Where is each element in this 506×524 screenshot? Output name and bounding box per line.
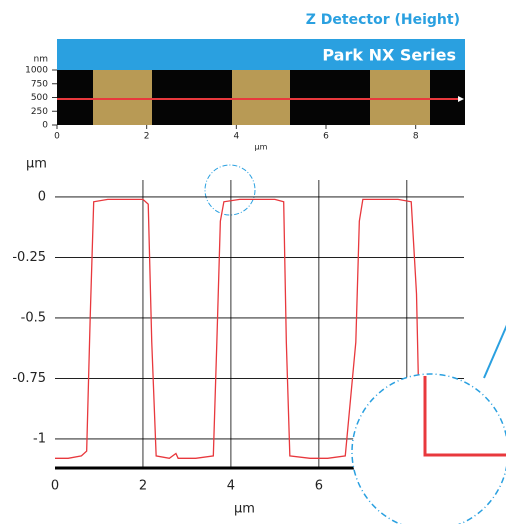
y-tick-label: 0 bbox=[42, 121, 48, 131]
zoom-marker bbox=[205, 165, 255, 215]
y-axis-label: μm bbox=[26, 157, 47, 172]
y-tick-label: -0.75 bbox=[12, 371, 46, 386]
chart: Z Detector (Height) Park NX Series nm025… bbox=[0, 0, 506, 524]
y-tick-label: 750 bbox=[31, 79, 48, 89]
y-tick-label: -0.25 bbox=[12, 250, 46, 265]
x-tick-label: 8 bbox=[413, 132, 419, 142]
y-tick-label: -0.5 bbox=[21, 310, 46, 325]
x-tick-label: 0 bbox=[54, 132, 60, 142]
x-tick-label: 6 bbox=[315, 479, 323, 494]
x-tick-label: 2 bbox=[139, 479, 147, 494]
x-tick-label: 2 bbox=[144, 132, 150, 142]
x-tick-label: 0 bbox=[51, 479, 59, 494]
y-tick-label: 0 bbox=[38, 189, 46, 204]
zoom-inset bbox=[352, 374, 506, 524]
y-tick-label: 1000 bbox=[25, 66, 48, 76]
afm-feature bbox=[93, 70, 152, 125]
x-axis-label: μm bbox=[255, 143, 268, 152]
banner-text: Park NX Series bbox=[322, 46, 456, 65]
image-title: Z Detector (Height) bbox=[306, 12, 460, 28]
page: Z Detector (Height) Park NX Series nm025… bbox=[0, 0, 506, 524]
afm-feature bbox=[370, 70, 430, 125]
afm-feature bbox=[232, 70, 290, 125]
x-axis-label: μm bbox=[234, 502, 255, 517]
y-tick-label: -1 bbox=[33, 431, 46, 446]
x-tick-label: 6 bbox=[323, 132, 329, 142]
zoom-connector bbox=[484, 318, 506, 378]
x-tick-label: 4 bbox=[227, 479, 235, 494]
x-tick-label: 4 bbox=[233, 132, 239, 142]
y-tick-label: 250 bbox=[31, 107, 48, 117]
y-tick-label: 500 bbox=[31, 93, 48, 103]
y-axis-label: nm bbox=[34, 55, 48, 65]
